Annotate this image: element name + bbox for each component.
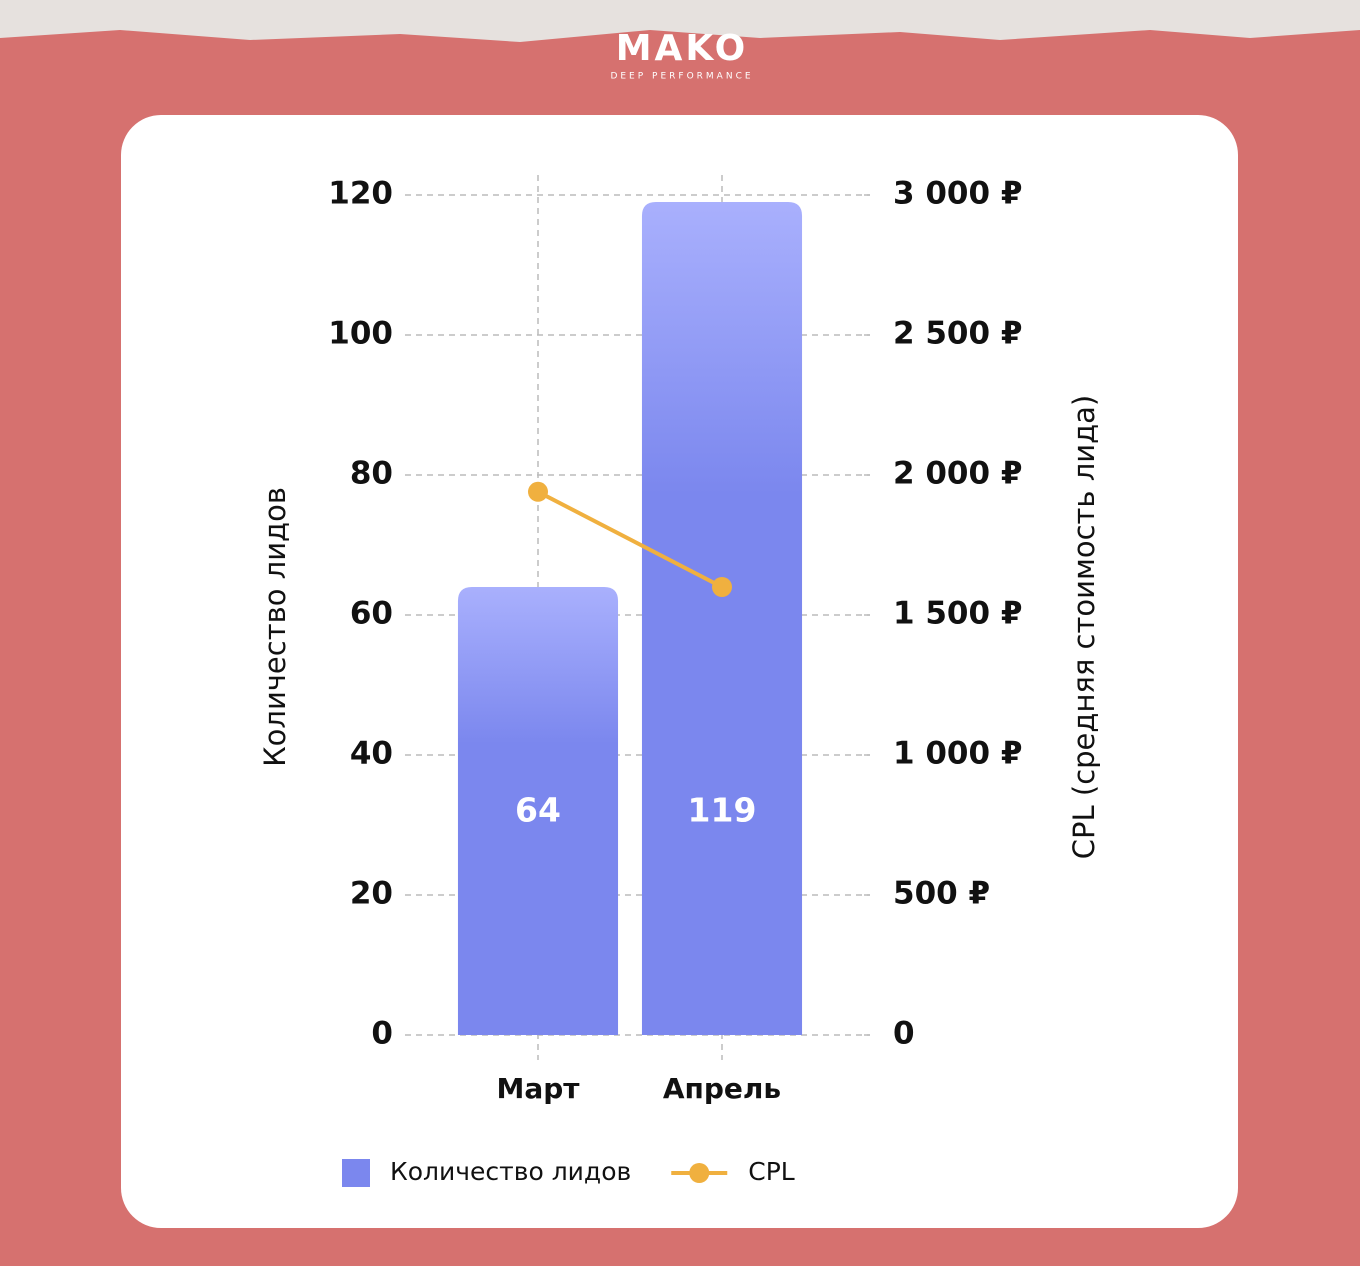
y-tick-label: 20 (350, 876, 393, 912)
bar-value-label: 119 (688, 791, 757, 830)
y2-tick-label: 1 500 ₽ (893, 596, 1022, 632)
logo: MAKO (616, 28, 749, 69)
paper-strip (0, 0, 1360, 42)
legend-label: Количество лидов (390, 1157, 631, 1186)
bar (641, 202, 803, 1035)
logo-tagline: DEEP PERFORMANCE (610, 72, 753, 82)
y2-tick-label: 1 000 ₽ (893, 736, 1022, 772)
x-tick-label: Март (496, 1072, 580, 1105)
legend-marker (689, 1163, 710, 1183)
y-tick-label: 40 (350, 736, 393, 772)
x-tick-label: Апрель (663, 1072, 781, 1105)
y-tick-label: 0 (371, 1016, 393, 1052)
legend-label: CPL (748, 1157, 795, 1186)
y2-tick-label: 500 ₽ (893, 876, 990, 912)
bar-value-label: 64 (515, 791, 561, 830)
legend-swatch (342, 1159, 370, 1187)
cpl-point (528, 481, 548, 502)
y-tick-label: 60 (350, 596, 393, 632)
y-axis-title: Количество лидов (258, 487, 292, 767)
y2-axis-title: CPL (средняя стоимость лида) (1067, 395, 1101, 859)
y-tick-label: 100 (328, 316, 393, 352)
y2-tick-label: 3 000 ₽ (893, 176, 1022, 212)
y2-tick-label: 0 (893, 1016, 915, 1052)
cpl-line (537, 490, 723, 589)
cpl-point (712, 577, 732, 597)
y2-tick-label: 2 000 ₽ (893, 456, 1022, 492)
y2-tick-label: 2 500 ₽ (893, 316, 1022, 352)
y-tick-label: 120 (328, 176, 393, 212)
bar (457, 587, 619, 1035)
y-tick-label: 80 (350, 456, 393, 492)
